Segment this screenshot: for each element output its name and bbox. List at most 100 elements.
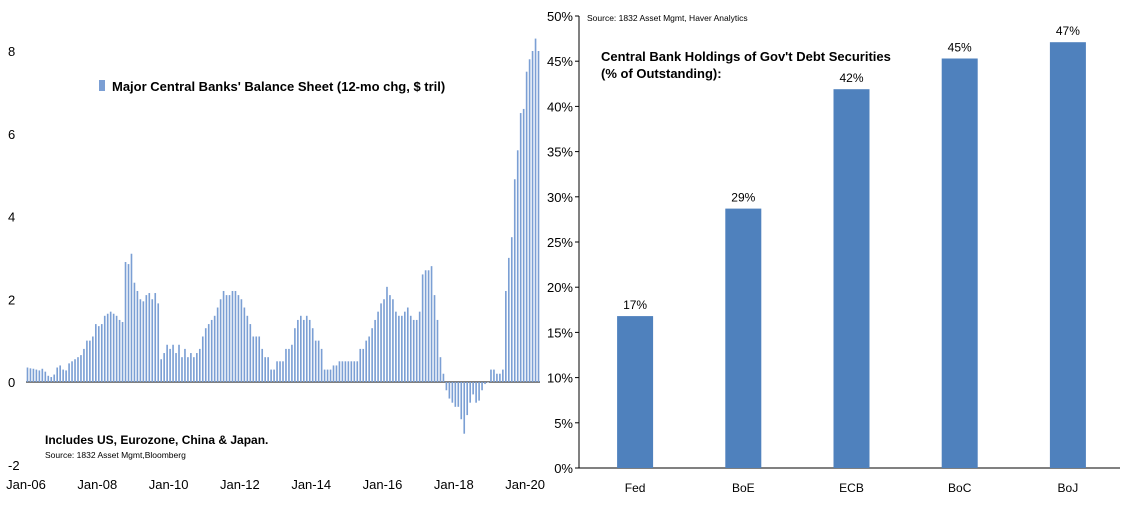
left-bar	[77, 357, 79, 382]
left-bar	[240, 299, 243, 382]
left-bar	[398, 315, 400, 382]
left-bar	[383, 299, 385, 382]
left-bar	[130, 253, 133, 382]
right-y-tick-label: 35%	[547, 145, 573, 160]
right-bar	[617, 316, 654, 468]
left-bar	[326, 369, 329, 382]
left-bar	[392, 299, 394, 382]
left-bar	[505, 290, 507, 382]
left-bar	[219, 299, 222, 382]
left-bar	[47, 375, 50, 382]
left-y-tick-label: -2	[8, 458, 20, 473]
left-bar	[56, 367, 59, 382]
left-chart-note: Includes US, Eurozone, China & Japan.	[45, 433, 268, 447]
left-bar	[466, 382, 469, 416]
left-bar	[124, 262, 127, 382]
left-bar	[243, 307, 246, 382]
left-y-tick-label: 4	[8, 210, 15, 225]
left-bar	[308, 319, 311, 382]
left-bar	[222, 290, 225, 382]
left-bar	[118, 319, 121, 382]
left-bar	[472, 382, 474, 395]
left-bar	[41, 368, 44, 382]
left-bar	[193, 357, 195, 382]
left-bar	[50, 377, 53, 382]
left-bar	[148, 293, 151, 382]
left-bar	[427, 270, 430, 382]
right-bar-value-label: 17%	[623, 298, 647, 312]
left-bar	[430, 266, 433, 382]
right-y-tick-label: 0%	[554, 461, 573, 476]
right-y-tick-label: 5%	[554, 416, 573, 431]
gov-debt-holdings-chart: Source: 1832 Asset Mgmt, Haver Analytics…	[547, 9, 1120, 495]
right-category-label: Fed	[625, 481, 646, 495]
left-bar	[335, 365, 338, 382]
right-chart-source: Source: 1832 Asset Mgmt, Haver Analytics	[587, 13, 748, 23]
left-bar	[353, 361, 356, 382]
left-bar	[356, 361, 359, 382]
left-bar	[62, 369, 64, 382]
left-bar	[175, 353, 177, 382]
left-bar	[53, 374, 56, 382]
left-bar	[401, 315, 403, 382]
left-bar	[44, 371, 47, 382]
left-x-tick-label: Jan-08	[77, 477, 117, 492]
left-bar	[38, 370, 41, 382]
right-bar	[1049, 42, 1086, 468]
left-bar	[225, 295, 228, 382]
right-bar	[941, 58, 978, 468]
left-bar	[314, 340, 317, 383]
left-bar	[163, 353, 165, 382]
left-x-axis: Jan-06 Jan-08 Jan-10 Jan-12 Jan-14 Jan-16 Jan-…	[6, 477, 545, 492]
right-chart-title: Central Bank Holdings of Gov't Debt Secu…	[601, 49, 891, 64]
left-bar	[142, 301, 145, 382]
left-bar	[231, 290, 234, 382]
right-category-label: ECB	[839, 481, 864, 495]
right-y-tick-label: 40%	[547, 99, 573, 114]
legend-swatch	[99, 80, 105, 91]
left-bar	[371, 328, 373, 382]
left-bar	[516, 150, 519, 382]
left-bar	[59, 365, 61, 382]
left-bar	[442, 373, 445, 382]
left-bar	[362, 348, 365, 382]
left-bar	[294, 328, 296, 382]
left-bar	[377, 311, 379, 382]
left-bar	[234, 290, 237, 382]
left-bar	[166, 344, 168, 382]
left-bar	[255, 336, 258, 382]
left-bars	[26, 38, 540, 434]
right-category-label: BoE	[732, 481, 755, 495]
left-bar	[270, 369, 272, 382]
left-y-tick-label: 6	[8, 127, 15, 142]
left-bar	[181, 357, 183, 382]
left-bar	[320, 348, 323, 382]
left-bar	[279, 361, 281, 382]
left-y-tick-label: 0	[8, 375, 15, 390]
left-bar	[433, 295, 436, 382]
right-bar-value-label: 29%	[731, 191, 755, 205]
left-bar	[276, 361, 278, 382]
left-bar	[127, 264, 130, 382]
left-bar	[519, 113, 522, 382]
left-chart-source: Source: 1832 Asset Mgmt,Bloomberg	[45, 450, 186, 460]
left-bar	[507, 257, 510, 383]
left-bar	[365, 340, 367, 383]
left-bar	[136, 290, 139, 382]
left-bar	[525, 71, 528, 382]
left-bar	[534, 38, 537, 383]
left-bar	[261, 348, 264, 382]
left-bar	[65, 370, 67, 382]
left-bar	[329, 369, 332, 382]
left-bar	[323, 369, 326, 382]
left-bar	[424, 270, 427, 382]
left-bar	[332, 365, 335, 382]
left-bar	[395, 311, 397, 382]
left-bar	[359, 348, 362, 382]
left-bar	[487, 382, 489, 383]
right-y-tick-label: 25%	[547, 235, 573, 250]
left-bar	[374, 319, 376, 382]
left-bar	[484, 382, 486, 385]
left-bar	[169, 348, 171, 382]
